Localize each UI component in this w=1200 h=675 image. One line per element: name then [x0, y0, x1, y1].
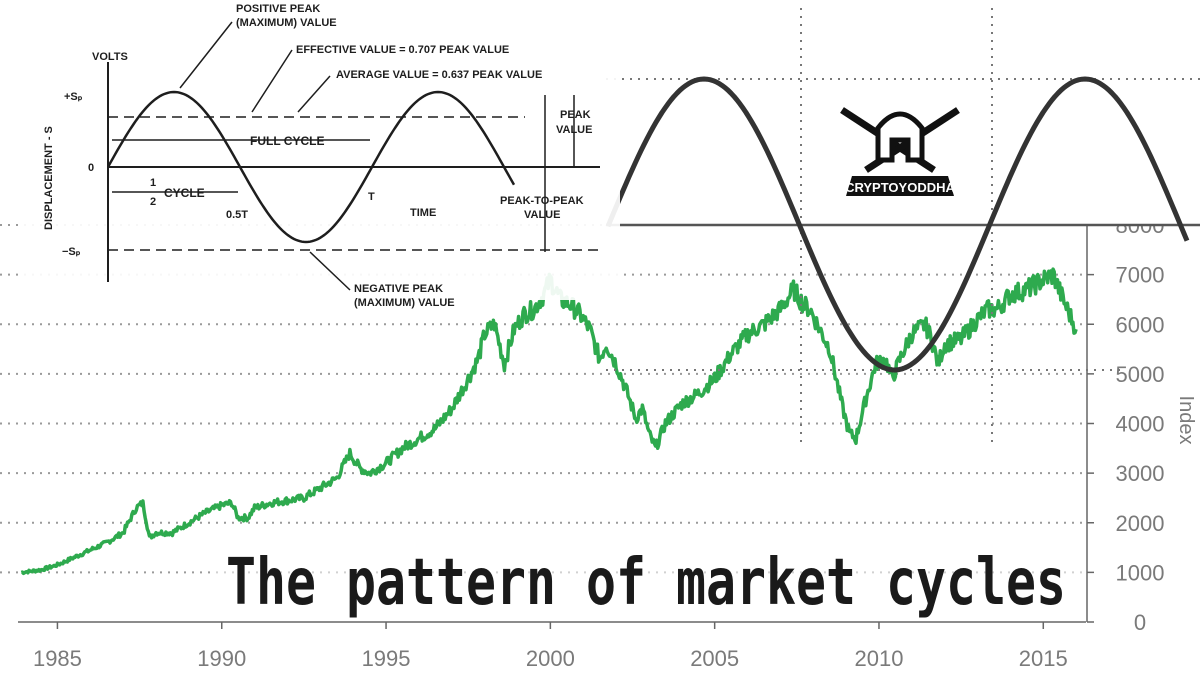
inset-time-label: TIME [410, 207, 436, 219]
cycle-overlay [605, 8, 1200, 442]
y-tick-label: 2000 [1116, 511, 1165, 536]
inset-zero-label: 0 [88, 162, 94, 174]
index-line [20, 267, 1078, 576]
cryptoyoddha-logo: CRYPTOYODDHA [840, 107, 960, 196]
inset-half-den: 2 [150, 196, 156, 208]
x-tick-label: 1995 [362, 646, 411, 671]
logo-banner [846, 176, 954, 196]
inset-displacement-label: DISPLACEMENT - S [43, 126, 55, 230]
inset-peak-label: PEAK [560, 109, 591, 121]
inset-leader [309, 251, 351, 291]
y-axis-title: Index [1175, 396, 1197, 445]
chart-title-group: The pattern of market cycles [214, 534, 1082, 620]
inset-average-label: AVERAGE VALUE = 0.637 PEAK VALUE [336, 69, 542, 81]
inset-negative-peak-label: NEGATIVE PEAK [354, 283, 443, 295]
inset-volts-label: VOLTS [92, 51, 128, 63]
inset-positive-peak-label-2: (MAXIMUM) VALUE [236, 17, 337, 29]
y-tick-label: 1000 [1116, 560, 1165, 585]
y-tick-label: 4000 [1116, 412, 1165, 437]
x-tick-label: 1985 [33, 646, 82, 671]
x-tick-label: 2010 [854, 646, 903, 671]
inset-leader [179, 21, 233, 89]
inset-t-label: T [368, 191, 375, 203]
inset-positive-peak-label: POSITIVE PEAK [236, 3, 320, 15]
inset-minus-sp-label: −Sₚ [62, 246, 81, 258]
y-tick-label: 7000 [1116, 263, 1165, 288]
inset-half-num: 1 [150, 177, 156, 189]
inset-05t-label: 0.5T [226, 209, 248, 221]
cycle-sine-wave [605, 76, 1190, 373]
inset-plus-sp-label: +Sₚ [64, 91, 83, 103]
chart-title: The pattern of market cycles [226, 546, 1066, 620]
inset-effective-label: EFFECTIVE VALUE = 0.707 PEAK VALUE [296, 44, 509, 56]
inset-peak-label-2: VALUE [556, 124, 592, 136]
x-tick-label: 1990 [197, 646, 246, 671]
logo-text: CRYPTOYODDHA [845, 180, 955, 195]
inset-leader [251, 49, 293, 113]
inset-negative-peak-label-2: (MAXIMUM) VALUE [354, 297, 455, 309]
x-tick-label: 2015 [1019, 646, 1068, 671]
inset-full-cycle-label: FULL CYCLE [250, 134, 324, 148]
inset-p2p-label-2: VALUE [524, 209, 560, 221]
inset-sine-curve [106, 90, 516, 244]
y-tick-label: 6000 [1116, 312, 1165, 337]
inset-sine-diagram: VOLTS +Sₚ 0 −Sₚ DISPLACEMENT - S POSITIVE PEA… [20, 0, 620, 309]
index-series [20, 267, 1078, 576]
y-tick-label: 0 [1134, 610, 1146, 635]
helmet-icon [875, 111, 925, 163]
inset-half-word: CYCLE [164, 186, 205, 200]
y-tick-label: 5000 [1116, 362, 1165, 387]
title-backdrop [214, 534, 1082, 612]
inset-leader [297, 75, 331, 113]
x-tick-label: 2000 [526, 646, 575, 671]
y-tick-label: 3000 [1116, 461, 1165, 486]
x-tick-label: 2005 [690, 646, 739, 671]
inset-p2p-label: PEAK-TO-PEAK [500, 195, 584, 207]
